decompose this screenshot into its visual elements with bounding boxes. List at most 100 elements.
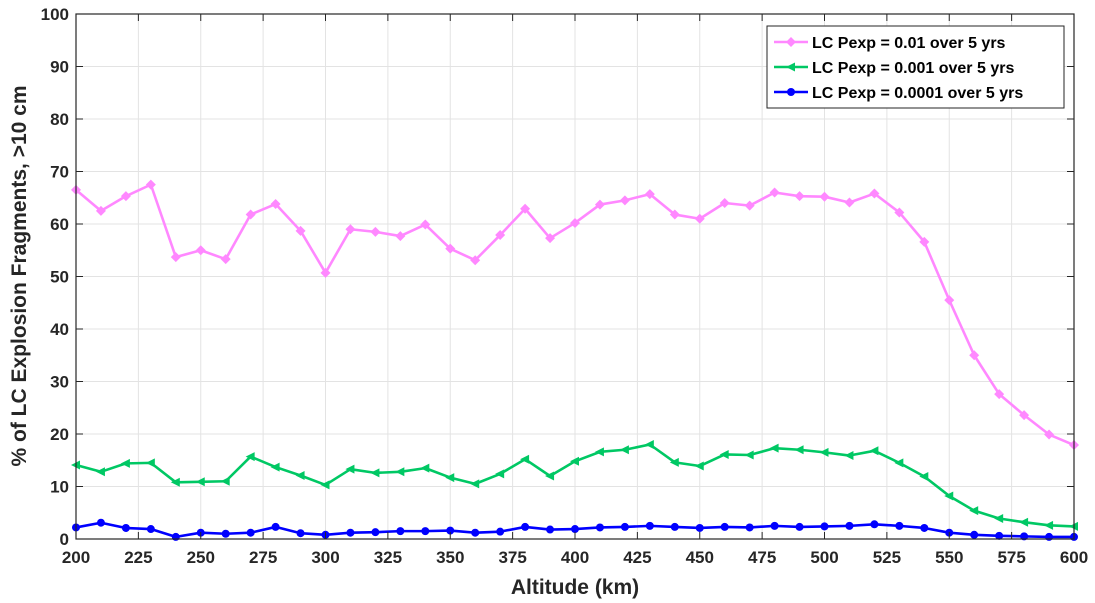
- x-tick-label: 275: [249, 548, 277, 567]
- data-point: [894, 458, 904, 468]
- x-tick-label: 250: [187, 548, 215, 567]
- legend-entry: LC Pexp = 0.001 over 5 yrs: [774, 60, 1014, 77]
- data-point: [920, 523, 929, 532]
- data-point: [769, 187, 780, 198]
- data-point: [220, 476, 230, 486]
- data-point: [246, 528, 255, 537]
- data-point: [895, 521, 904, 530]
- data-point: [320, 267, 331, 278]
- data-point: [370, 226, 381, 237]
- x-axis-ticks: 200 225 250 275 300 325 350 375 400 425 450 475 500 5…: [62, 14, 1088, 567]
- data-point: [520, 203, 531, 214]
- data-point: [786, 62, 795, 72]
- y-tick-label: 10: [50, 478, 69, 497]
- series-layer: [71, 179, 1079, 541]
- y-axis-ticks: 0 10 20 30 40 50 60 70 80 90 100: [41, 5, 1074, 549]
- data-point: [1044, 429, 1055, 440]
- data-point: [786, 37, 796, 47]
- x-tick-label: 550: [935, 548, 963, 567]
- series-group: [72, 518, 1078, 541]
- data-point: [670, 522, 679, 531]
- data-point: [120, 458, 130, 468]
- y-tick-label: 30: [50, 373, 69, 392]
- data-point: [645, 521, 654, 530]
- x-tick-label: 400: [561, 548, 589, 567]
- data-point: [1020, 532, 1029, 541]
- data-point: [420, 219, 431, 230]
- y-tick-label: 70: [50, 163, 69, 182]
- y-tick-label: 20: [50, 425, 69, 444]
- data-point: [346, 528, 355, 537]
- data-point: [220, 254, 231, 265]
- data-point: [644, 440, 654, 449]
- data-point: [96, 518, 105, 527]
- data-point: [794, 191, 805, 202]
- data-point: [496, 527, 505, 536]
- data-point: [245, 452, 255, 462]
- legend-entry: LC Pexp = 0.01 over 5 yrs: [774, 35, 1006, 52]
- x-tick-label: 300: [311, 548, 339, 567]
- data-point: [694, 213, 705, 224]
- data-point: [719, 449, 729, 459]
- x-tick-label: 500: [810, 548, 838, 567]
- data-point: [145, 458, 155, 468]
- y-tick-label: 80: [50, 110, 69, 129]
- data-point: [794, 445, 804, 455]
- data-point: [745, 523, 754, 532]
- data-point: [296, 529, 305, 538]
- x-tick-label: 350: [436, 548, 464, 567]
- data-point: [446, 526, 455, 535]
- data-point: [595, 523, 604, 532]
- data-point: [271, 522, 280, 531]
- data-point: [1019, 410, 1030, 421]
- data-point: [845, 521, 854, 530]
- data-point: [995, 531, 1004, 540]
- x-tick-label: 475: [748, 548, 776, 567]
- y-tick-label: 60: [50, 215, 69, 234]
- data-point: [619, 445, 629, 455]
- data-point: [170, 477, 180, 487]
- data-point: [396, 527, 405, 536]
- data-point: [545, 471, 555, 481]
- data-point: [345, 464, 355, 474]
- data-point: [221, 529, 230, 538]
- data-point: [395, 467, 405, 477]
- data-point: [719, 198, 730, 208]
- data-point: [869, 446, 879, 456]
- x-tick-label: 425: [623, 548, 651, 567]
- data-point: [787, 88, 795, 96]
- data-point: [770, 521, 779, 530]
- x-tick-label: 225: [124, 548, 152, 567]
- data-point: [669, 457, 679, 467]
- legend-box: [766, 25, 1065, 109]
- data-point: [944, 491, 954, 501]
- data-point: [570, 217, 580, 228]
- data-point: [669, 209, 680, 220]
- data-point: [919, 236, 930, 247]
- data-point: [844, 197, 855, 208]
- data-point: [894, 207, 905, 218]
- data-point: [421, 527, 430, 536]
- x-tick-label: 525: [873, 548, 901, 567]
- data-point: [620, 522, 629, 531]
- legend-entry: LC Pexp = 0.0001 over 5 yrs: [774, 85, 1023, 102]
- data-point: [171, 532, 180, 541]
- data-point: [95, 467, 105, 477]
- data-point: [170, 252, 181, 263]
- series-group: [71, 179, 1079, 451]
- data-point: [495, 469, 505, 479]
- data-point: [120, 191, 131, 202]
- data-point: [145, 179, 156, 190]
- data-point: [644, 189, 655, 200]
- data-point: [245, 209, 256, 220]
- data-point: [195, 245, 206, 256]
- x-tick-label: 200: [62, 548, 90, 567]
- data-point: [470, 479, 480, 489]
- data-point: [744, 200, 755, 211]
- data-point: [969, 506, 979, 516]
- legend-label: LC Pexp = 0.01 over 5 yrs: [812, 35, 1006, 52]
- y-tick-label: 100: [41, 5, 69, 24]
- data-point: [471, 528, 480, 537]
- data-point: [694, 461, 704, 471]
